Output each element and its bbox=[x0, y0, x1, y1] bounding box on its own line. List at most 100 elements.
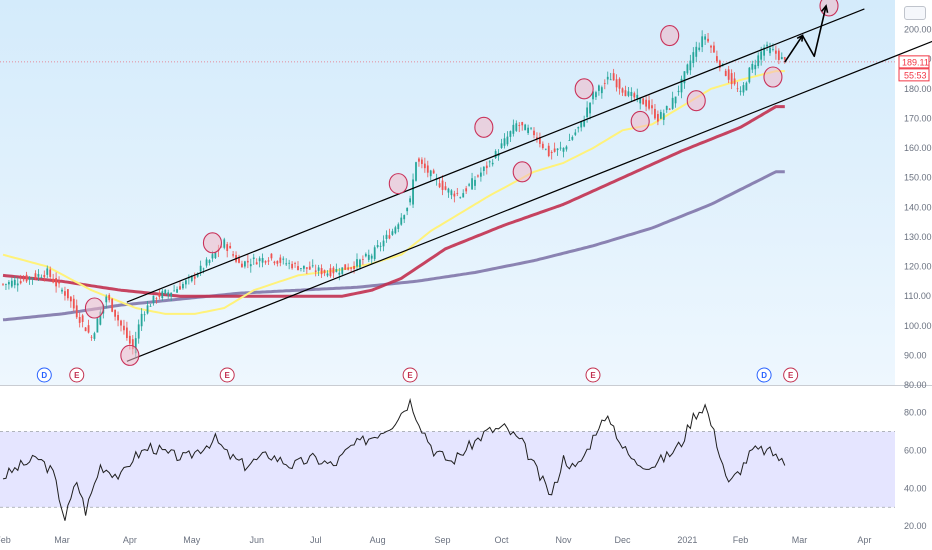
candle-body bbox=[577, 127, 580, 129]
candle-body bbox=[356, 259, 358, 267]
candle-body bbox=[541, 143, 544, 149]
ma-slow-line bbox=[2, 170, 785, 322]
candle-body bbox=[270, 253, 273, 259]
candle-body bbox=[556, 148, 559, 151]
candle-body bbox=[78, 316, 81, 323]
candle-body bbox=[674, 96, 677, 104]
current-price-value: 189.11 bbox=[902, 57, 929, 67]
candle-body bbox=[64, 291, 66, 296]
circled-touch-point bbox=[388, 173, 408, 195]
candle-body bbox=[677, 90, 680, 93]
candle-body bbox=[152, 295, 155, 304]
candle-body bbox=[13, 279, 16, 286]
candle-body bbox=[751, 63, 754, 70]
price-axis-tick: 180.00 bbox=[904, 84, 932, 94]
candle-body bbox=[246, 260, 249, 263]
candle-body bbox=[533, 130, 535, 136]
candle-body bbox=[241, 263, 243, 268]
candle-body bbox=[698, 47, 701, 50]
candle-body bbox=[763, 47, 765, 56]
circled-touch-point bbox=[819, 0, 839, 17]
dividend-marker bbox=[36, 367, 52, 383]
candle-body bbox=[745, 82, 748, 91]
candle-body bbox=[503, 138, 506, 146]
candle-body bbox=[367, 254, 370, 260]
candle-body bbox=[671, 97, 674, 109]
candle-body bbox=[288, 262, 291, 264]
time-axis-label: Apr bbox=[857, 535, 871, 545]
candle-body bbox=[565, 146, 568, 150]
circled-touch-point bbox=[84, 297, 104, 319]
candle-body bbox=[134, 338, 137, 354]
candle-body bbox=[482, 166, 485, 171]
candle-body bbox=[654, 108, 656, 119]
candle-body bbox=[651, 105, 653, 109]
candle-body bbox=[612, 73, 615, 81]
countdown-value: 55:53 bbox=[904, 70, 927, 80]
candle-body bbox=[196, 274, 199, 277]
candle-body bbox=[716, 56, 718, 62]
candle-body bbox=[314, 270, 317, 272]
candle-body bbox=[704, 36, 706, 40]
candle-body bbox=[108, 294, 111, 301]
candle-body bbox=[279, 257, 282, 263]
candle-body bbox=[509, 131, 512, 137]
candle-body bbox=[733, 78, 736, 85]
chart-logo-badge bbox=[904, 6, 926, 20]
candle-body bbox=[382, 240, 385, 247]
rsi-band bbox=[0, 431, 895, 508]
candle-body bbox=[621, 88, 624, 93]
circled-touch-point bbox=[512, 161, 532, 183]
candle-body bbox=[8, 282, 10, 285]
candle-body bbox=[536, 137, 538, 140]
candle-body bbox=[252, 257, 255, 259]
price-axis-tick: 100.00 bbox=[904, 321, 932, 331]
candle-body bbox=[630, 91, 633, 96]
candle-body bbox=[155, 298, 158, 300]
price-axis-tick: 80.00 bbox=[904, 380, 927, 390]
candle-body bbox=[214, 252, 217, 259]
candle-body bbox=[208, 260, 211, 263]
candle-body bbox=[527, 127, 529, 134]
projection-arrow-path bbox=[784, 5, 827, 63]
candle-body bbox=[429, 170, 432, 177]
circled-touch-point bbox=[686, 90, 706, 112]
earnings-marker-label: E bbox=[225, 371, 231, 380]
candle-body bbox=[255, 262, 258, 265]
rsi-axis-tick: 40.00 bbox=[904, 483, 927, 493]
candle-body bbox=[639, 97, 642, 104]
candle-body bbox=[754, 64, 757, 70]
earnings-marker bbox=[585, 367, 601, 383]
candle-body bbox=[412, 179, 414, 205]
candle-body bbox=[46, 268, 49, 275]
candle-body bbox=[10, 280, 13, 287]
candle-body bbox=[662, 113, 665, 120]
channel-lower-line bbox=[126, 40, 932, 362]
candle-body bbox=[329, 268, 332, 277]
rsi-axis-tick: 60.00 bbox=[904, 445, 927, 455]
candle-body bbox=[149, 305, 152, 307]
candle-body bbox=[500, 143, 503, 148]
candle-body bbox=[553, 148, 556, 152]
candle-body bbox=[686, 64, 689, 74]
candle-body bbox=[609, 79, 612, 81]
candle-body bbox=[689, 60, 692, 71]
candle-body bbox=[105, 296, 108, 303]
candle-body bbox=[530, 127, 532, 129]
countdown-tag bbox=[898, 68, 930, 82]
candle-body bbox=[261, 257, 264, 263]
time-axis-label: Feb bbox=[733, 535, 749, 545]
candle-body bbox=[550, 152, 553, 154]
candle-body bbox=[595, 92, 597, 98]
candle-body bbox=[695, 46, 698, 57]
candle-body bbox=[158, 292, 161, 297]
candle-body bbox=[140, 313, 143, 327]
candle-body bbox=[267, 260, 270, 262]
candle-body bbox=[539, 137, 541, 144]
earnings-marker bbox=[69, 367, 85, 383]
candle-body bbox=[447, 188, 450, 193]
candle-body bbox=[226, 244, 229, 251]
candle-body bbox=[114, 309, 116, 317]
price-axis-tick: 160.00 bbox=[904, 143, 932, 153]
